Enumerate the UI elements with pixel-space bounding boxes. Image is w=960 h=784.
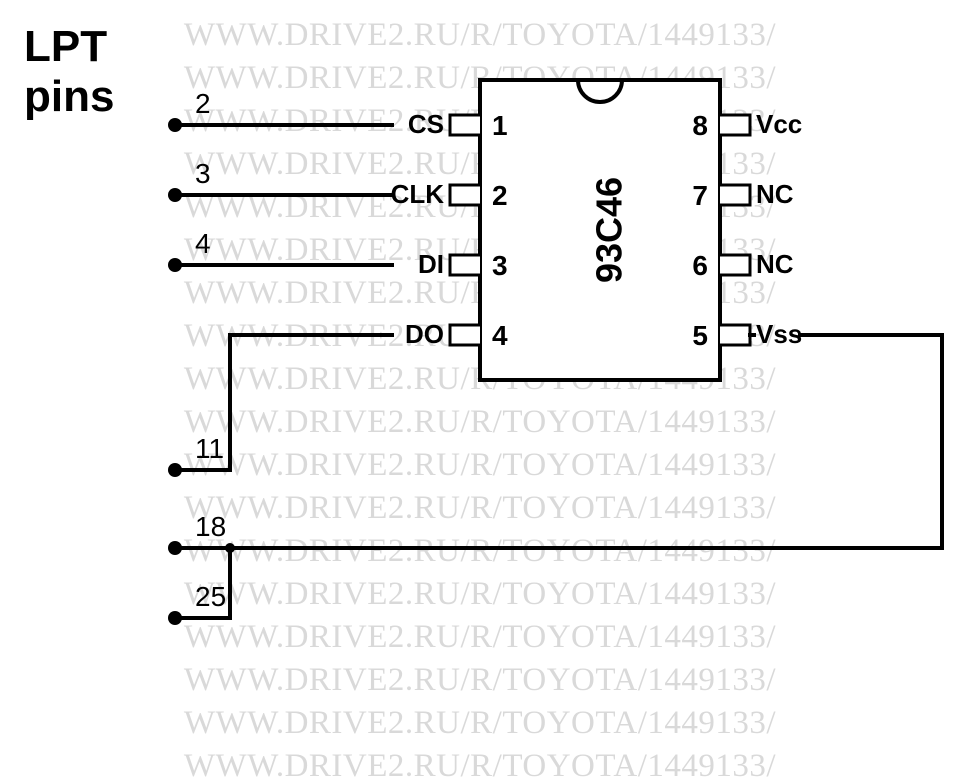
pin-num-left-4: 4 — [492, 320, 508, 351]
pin-num-right-6: 6 — [692, 250, 708, 281]
pin-label-nc: NC — [756, 249, 794, 279]
lpt-pin-3: 3 — [195, 158, 211, 189]
lpt-pin-18: 18 — [195, 511, 226, 542]
pin-label-nc: NC — [756, 179, 794, 209]
schematic-svg: 93C46 1 CS 2 CLK 3 DI 4 DO 8 Vcc 7 NC 6 NC 5 Vss 2 3 4 11 18 2… — [0, 0, 960, 784]
lpt-pin-11: 11 — [195, 433, 224, 464]
pin-num-left-3: 3 — [492, 250, 508, 281]
pin-label-di: DI — [418, 249, 444, 279]
pin-label-cs: CS — [408, 109, 444, 139]
lpt-pin-25: 25 — [195, 581, 226, 612]
chip-name: 93C46 — [589, 177, 630, 283]
pin-label-do: DO — [405, 319, 444, 349]
pin-label-vss: Vss — [756, 319, 802, 349]
pin-num-right-5: 5 — [692, 320, 708, 351]
pin-num-left-2: 2 — [492, 180, 508, 211]
pin-label-vcc: Vcc — [756, 109, 802, 139]
lpt-pin-2: 2 — [195, 88, 211, 119]
pin-label-clk: CLK — [391, 179, 445, 209]
pin-num-right-8: 8 — [692, 110, 708, 141]
pin-num-left-1: 1 — [492, 110, 508, 141]
lpt-pin-4: 4 — [195, 228, 211, 259]
pin-num-right-7: 7 — [692, 180, 708, 211]
